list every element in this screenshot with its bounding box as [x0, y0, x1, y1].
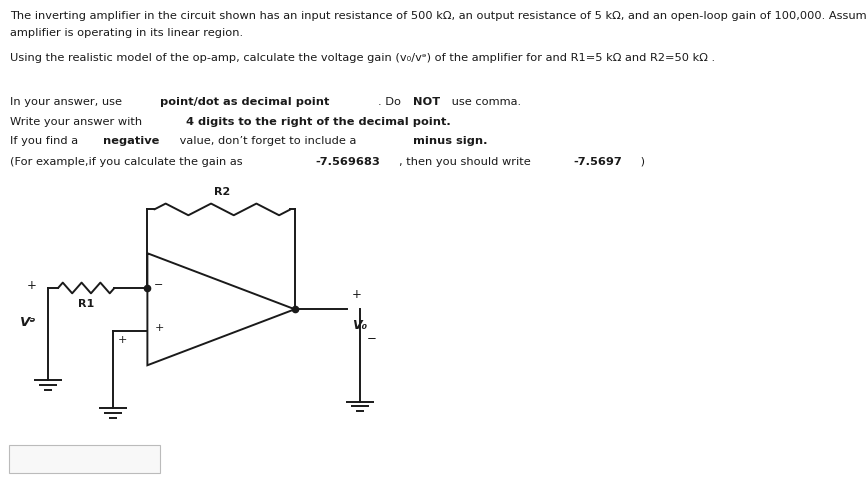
Text: point/dot as decimal point: point/dot as decimal point — [160, 97, 329, 108]
Text: amplifier is operating in its linear region.: amplifier is operating in its linear reg… — [10, 28, 244, 38]
Text: −: − — [154, 280, 164, 290]
Text: ): ) — [636, 157, 644, 167]
Text: +: + — [27, 279, 36, 292]
Text: R1: R1 — [78, 299, 95, 309]
Text: . Do: . Do — [378, 97, 405, 108]
Text: negative: negative — [103, 136, 160, 147]
Text: Vᵊ: Vᵊ — [20, 316, 36, 329]
Text: value, don’t forget to include a: value, don’t forget to include a — [176, 136, 360, 147]
Text: use comma.: use comma. — [447, 97, 520, 108]
Text: The inverting amplifier in the circuit shown has an input resistance of 500 kΩ, : The inverting amplifier in the circuit s… — [10, 11, 867, 21]
Text: If you find a: If you find a — [10, 136, 82, 147]
Text: , then you should write: , then you should write — [399, 157, 534, 167]
Text: (For example,if you calculate the gain as: (For example,if you calculate the gain a… — [10, 157, 246, 167]
Text: +: + — [352, 288, 362, 301]
Text: Write your answer with: Write your answer with — [10, 117, 147, 127]
Text: V₀: V₀ — [352, 319, 367, 332]
Text: R2: R2 — [214, 187, 231, 197]
Text: Using the realistic model of the op-amp, calculate the voltage gain (v₀/vᵊ) of t: Using the realistic model of the op-amp,… — [10, 53, 715, 63]
Text: minus sign.: minus sign. — [414, 136, 487, 147]
Text: +: + — [118, 336, 127, 345]
FancyBboxPatch shape — [9, 445, 160, 473]
Text: In your answer, use: In your answer, use — [10, 97, 126, 108]
Text: −: − — [367, 332, 376, 345]
Text: NOT: NOT — [413, 97, 440, 108]
Text: 4 digits to the right of the decimal point.: 4 digits to the right of the decimal poi… — [186, 117, 450, 127]
Text: +: + — [154, 322, 164, 333]
Text: -7.569683: -7.569683 — [316, 157, 380, 167]
Text: -7.5697: -7.5697 — [574, 157, 623, 167]
